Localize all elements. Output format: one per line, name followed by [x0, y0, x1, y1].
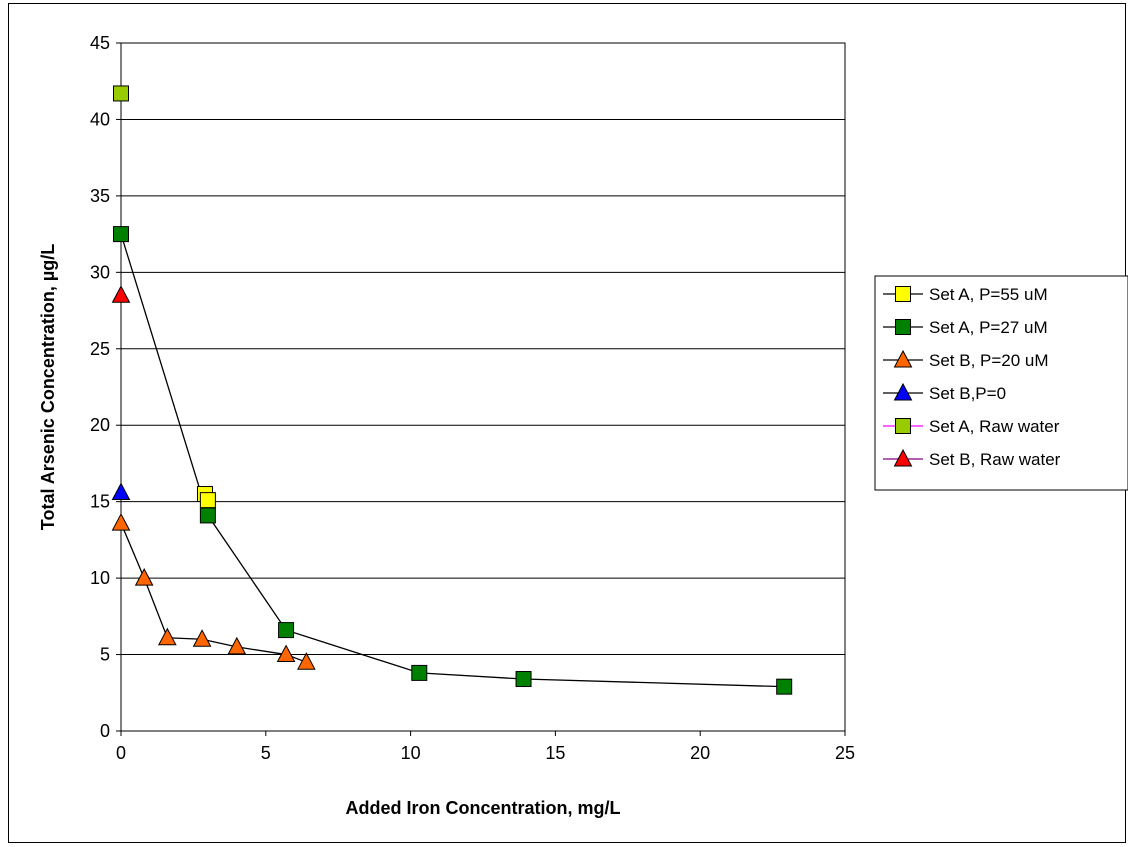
series-line-1	[120, 233, 785, 688]
y-axis-title: Total Arsenic Concentration, µg/L	[38, 244, 58, 530]
x-axis-title: Added Iron Concentration, mg/L	[346, 798, 621, 818]
y-tick-label: 0	[100, 721, 110, 741]
legend-marker	[895, 286, 911, 302]
legend-label: Set B,P=0	[929, 384, 1006, 403]
x-tick-label: 20	[690, 743, 710, 763]
data-point-series-2	[192, 629, 212, 647]
x-tick-label: 15	[545, 743, 565, 763]
y-tick-label: 35	[90, 186, 110, 206]
legend-box	[874, 275, 1128, 491]
x-tick-label: 10	[401, 743, 421, 763]
x-tick-label: 25	[835, 743, 855, 763]
data-point-series-1	[776, 678, 793, 695]
data-point-series-2	[276, 644, 296, 663]
y-tick-label: 20	[90, 415, 110, 435]
data-point-series-1	[278, 622, 295, 639]
y-tick-label: 15	[90, 492, 110, 512]
data-point-series-2	[111, 513, 131, 531]
legend-marker	[895, 418, 911, 434]
legend-label: Set A, Raw water	[929, 417, 1060, 436]
data-point-series-1	[515, 671, 532, 688]
data-point-series-2	[297, 652, 316, 670]
y-tick-label: 5	[100, 645, 110, 665]
x-tick-label: 0	[116, 743, 126, 763]
data-point-series-1	[199, 507, 216, 524]
legend-label: Set B, P=20 uM	[929, 351, 1049, 370]
data-point-series-2	[227, 636, 247, 655]
y-tick-label: 45	[90, 33, 110, 53]
plot-area	[120, 42, 846, 732]
legend-marker	[895, 319, 911, 335]
y-tick-label: 40	[90, 109, 110, 129]
data-point-series-3	[111, 482, 131, 500]
data-point-series-0	[199, 492, 216, 509]
y-tick-label: 30	[90, 262, 110, 282]
y-tick-label: 10	[90, 568, 110, 588]
data-point-series-1	[411, 664, 428, 681]
legend-label: Set A, P=55 uM	[929, 285, 1048, 304]
data-point-series-4	[113, 85, 129, 102]
data-point-series-5	[111, 285, 131, 303]
data-point-series-2	[134, 568, 154, 586]
data-point-series-2	[158, 627, 177, 646]
x-tick-label: 5	[261, 743, 271, 763]
y-tick-label: 25	[90, 339, 110, 359]
legend-label: Set A, P=27 uM	[929, 318, 1048, 337]
legend-label: Set B, Raw water	[929, 450, 1061, 469]
data-point-series-1	[113, 226, 129, 243]
legend-marker	[893, 349, 913, 368]
legend-marker	[893, 448, 913, 467]
legend-marker	[893, 382, 913, 401]
